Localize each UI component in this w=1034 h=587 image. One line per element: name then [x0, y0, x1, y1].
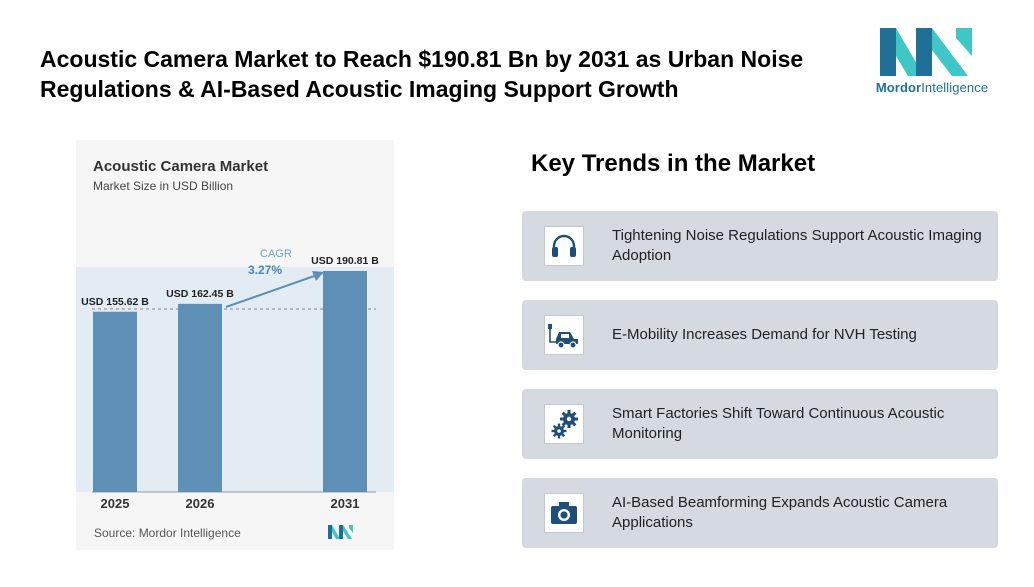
bar-value-label: USD 162.45 B [166, 288, 234, 300]
trend-text: E-Mobility Increases Demand for NVH Test… [612, 326, 917, 343]
key-trends-title: Key Trends in the Market [531, 150, 816, 177]
trend-card-smart-factories: Smart Factories Shift Toward Continuous … [522, 389, 998, 459]
mordor-intelligence-logo: MordorIntelligence [872, 26, 992, 98]
chart-title: Acoustic Camera Market [93, 158, 269, 175]
cagr-arrow-head-icon [312, 271, 324, 281]
x-tick-label: 2031 [331, 496, 360, 511]
trend-text: AI-Based Beamforming Expands Acoustic Ca… [612, 494, 948, 531]
bar-chart-svg: USD 155.62 B 2025 USD 162.45 B 2026 USD 190.… [76, 248, 394, 511]
bar-2026 [178, 303, 222, 492]
logo-name-bold: Mordor [875, 80, 922, 95]
trend-text: Tightening Noise Regulations Support Aco… [612, 227, 982, 264]
cagr-value: 3.27% [248, 263, 282, 277]
market-size-chart: USD 155.62 B 2025 USD 162.45 B 2026 USD 190.… [76, 140, 394, 550]
cagr-label: CAGR [260, 248, 292, 260]
gears-icon [544, 404, 584, 444]
page-headline: Acoustic Camera Market to Reach $190.81 … [40, 46, 804, 102]
bar-value-label: USD 190.81 B [311, 255, 379, 267]
camera-icon [544, 493, 584, 533]
x-tick-label: 2026 [186, 496, 215, 511]
headphones-icon [544, 226, 584, 266]
logo-text: MordorIntelligence [872, 80, 992, 95]
electric-car-icon [544, 315, 584, 355]
chart-source: Source: Mordor Intelligence [94, 526, 241, 540]
trend-card-noise-regulations: Tightening Noise Regulations Support Aco… [522, 211, 998, 281]
logo-name-rest: Intelligence [921, 80, 989, 95]
x-tick-label: 2025 [101, 496, 130, 511]
logo-mark-icon [880, 28, 972, 76]
cagr-arrow-line [225, 273, 321, 308]
bar-2025 [93, 311, 137, 492]
trend-text: Smart Factories Shift Toward Continuous … [612, 405, 945, 442]
bar-2031 [323, 271, 367, 492]
trend-card-ai-beamforming: AI-Based Beamforming Expands Acoustic Ca… [522, 478, 998, 548]
source-logo-icon [328, 525, 353, 539]
bar-value-label: USD 155.62 B [81, 296, 149, 308]
trend-card-e-mobility: E-Mobility Increases Demand for NVH Test… [522, 300, 998, 370]
chart-subtitle: Market Size in USD Billion [93, 179, 234, 193]
